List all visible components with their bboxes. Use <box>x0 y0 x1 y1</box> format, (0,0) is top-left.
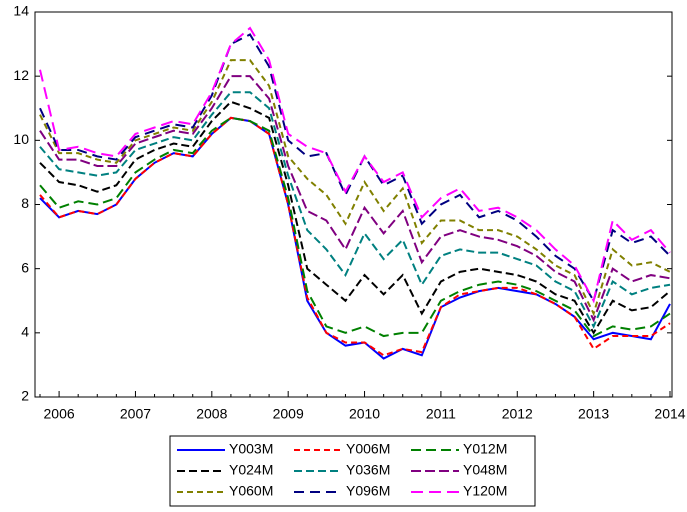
legend-label: Y036M <box>346 462 390 478</box>
x-tick-label: 2014 <box>654 406 685 422</box>
y-tick-label: 10 <box>13 131 29 147</box>
y-tick-label: 8 <box>21 195 29 211</box>
y-tick-label: 6 <box>21 259 29 275</box>
x-tick-label: 2011 <box>426 406 456 422</box>
series-line <box>39 116 671 357</box>
legend-label: Y120M <box>463 483 507 499</box>
series-line <box>39 100 671 335</box>
x-tick-label: 2007 <box>120 406 151 422</box>
legend-label: Y012M <box>463 441 507 457</box>
series-line <box>39 116 671 338</box>
legend-label: Y048M <box>463 462 507 478</box>
x-tick-label: 2013 <box>578 406 609 422</box>
series-line <box>39 33 671 304</box>
x-tick-label: 2012 <box>502 406 533 422</box>
legend-label: Y003M <box>229 441 273 457</box>
x-tick-label: 2010 <box>349 406 380 422</box>
y-tick-label: 2 <box>21 388 29 404</box>
series-line <box>39 116 671 360</box>
x-tick-label: 2008 <box>196 406 227 422</box>
legend-label: Y060M <box>229 483 273 499</box>
y-tick-label: 14 <box>13 3 29 19</box>
series-line <box>39 26 671 304</box>
y-tick-label: 12 <box>13 67 29 83</box>
series-line <box>39 75 671 323</box>
legend-box <box>169 435 536 507</box>
legend-label: Y096M <box>346 483 390 499</box>
y-tick-label: 4 <box>21 324 29 340</box>
series-line <box>39 59 671 317</box>
series-line <box>39 91 671 329</box>
x-tick-label: 2006 <box>44 406 75 422</box>
legend-label: Y024M <box>229 462 273 478</box>
x-tick-label: 2009 <box>273 406 304 422</box>
legend-label: Y006M <box>346 441 390 457</box>
